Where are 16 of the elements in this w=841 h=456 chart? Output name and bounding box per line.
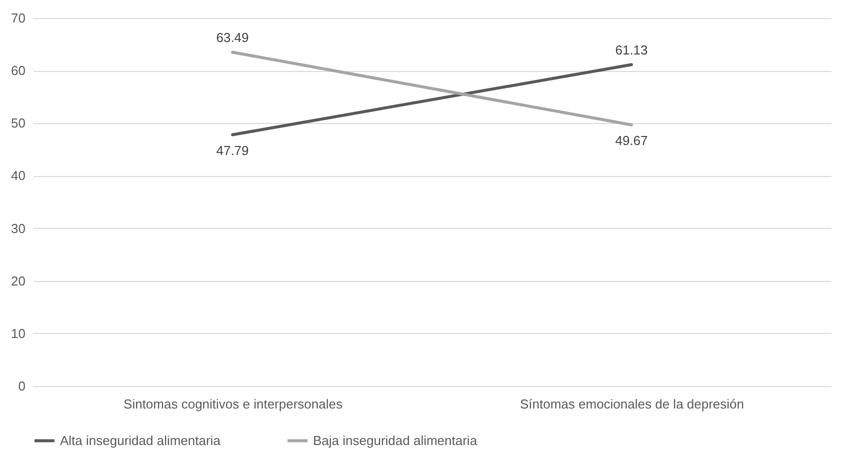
data-label: 49.67	[615, 132, 648, 148]
y-tick-label: 20	[11, 273, 26, 288]
data-label: 63.49	[216, 30, 249, 46]
y-tick-label: 70	[11, 10, 26, 26]
x-tick-label: Sintomas cognitivos e interpersonales	[124, 396, 343, 412]
legend-label: Alta inseguridad alimentaria	[60, 432, 222, 448]
y-tick-label: 50	[11, 116, 26, 131]
y-tick-label: 30	[11, 220, 26, 236]
y-tick-label: 40	[11, 168, 26, 184]
y-tick-label: 60	[11, 63, 26, 78]
y-tick-label: 10	[11, 326, 26, 341]
data-label: 47.79	[216, 142, 249, 158]
data-label: 61.13	[615, 42, 648, 58]
x-tick-label: Síntomas emocionales de la depresión	[520, 396, 744, 412]
y-tick-label: 0	[18, 378, 26, 394]
legend-label: Baja inseguridad alimentaria	[313, 432, 478, 448]
